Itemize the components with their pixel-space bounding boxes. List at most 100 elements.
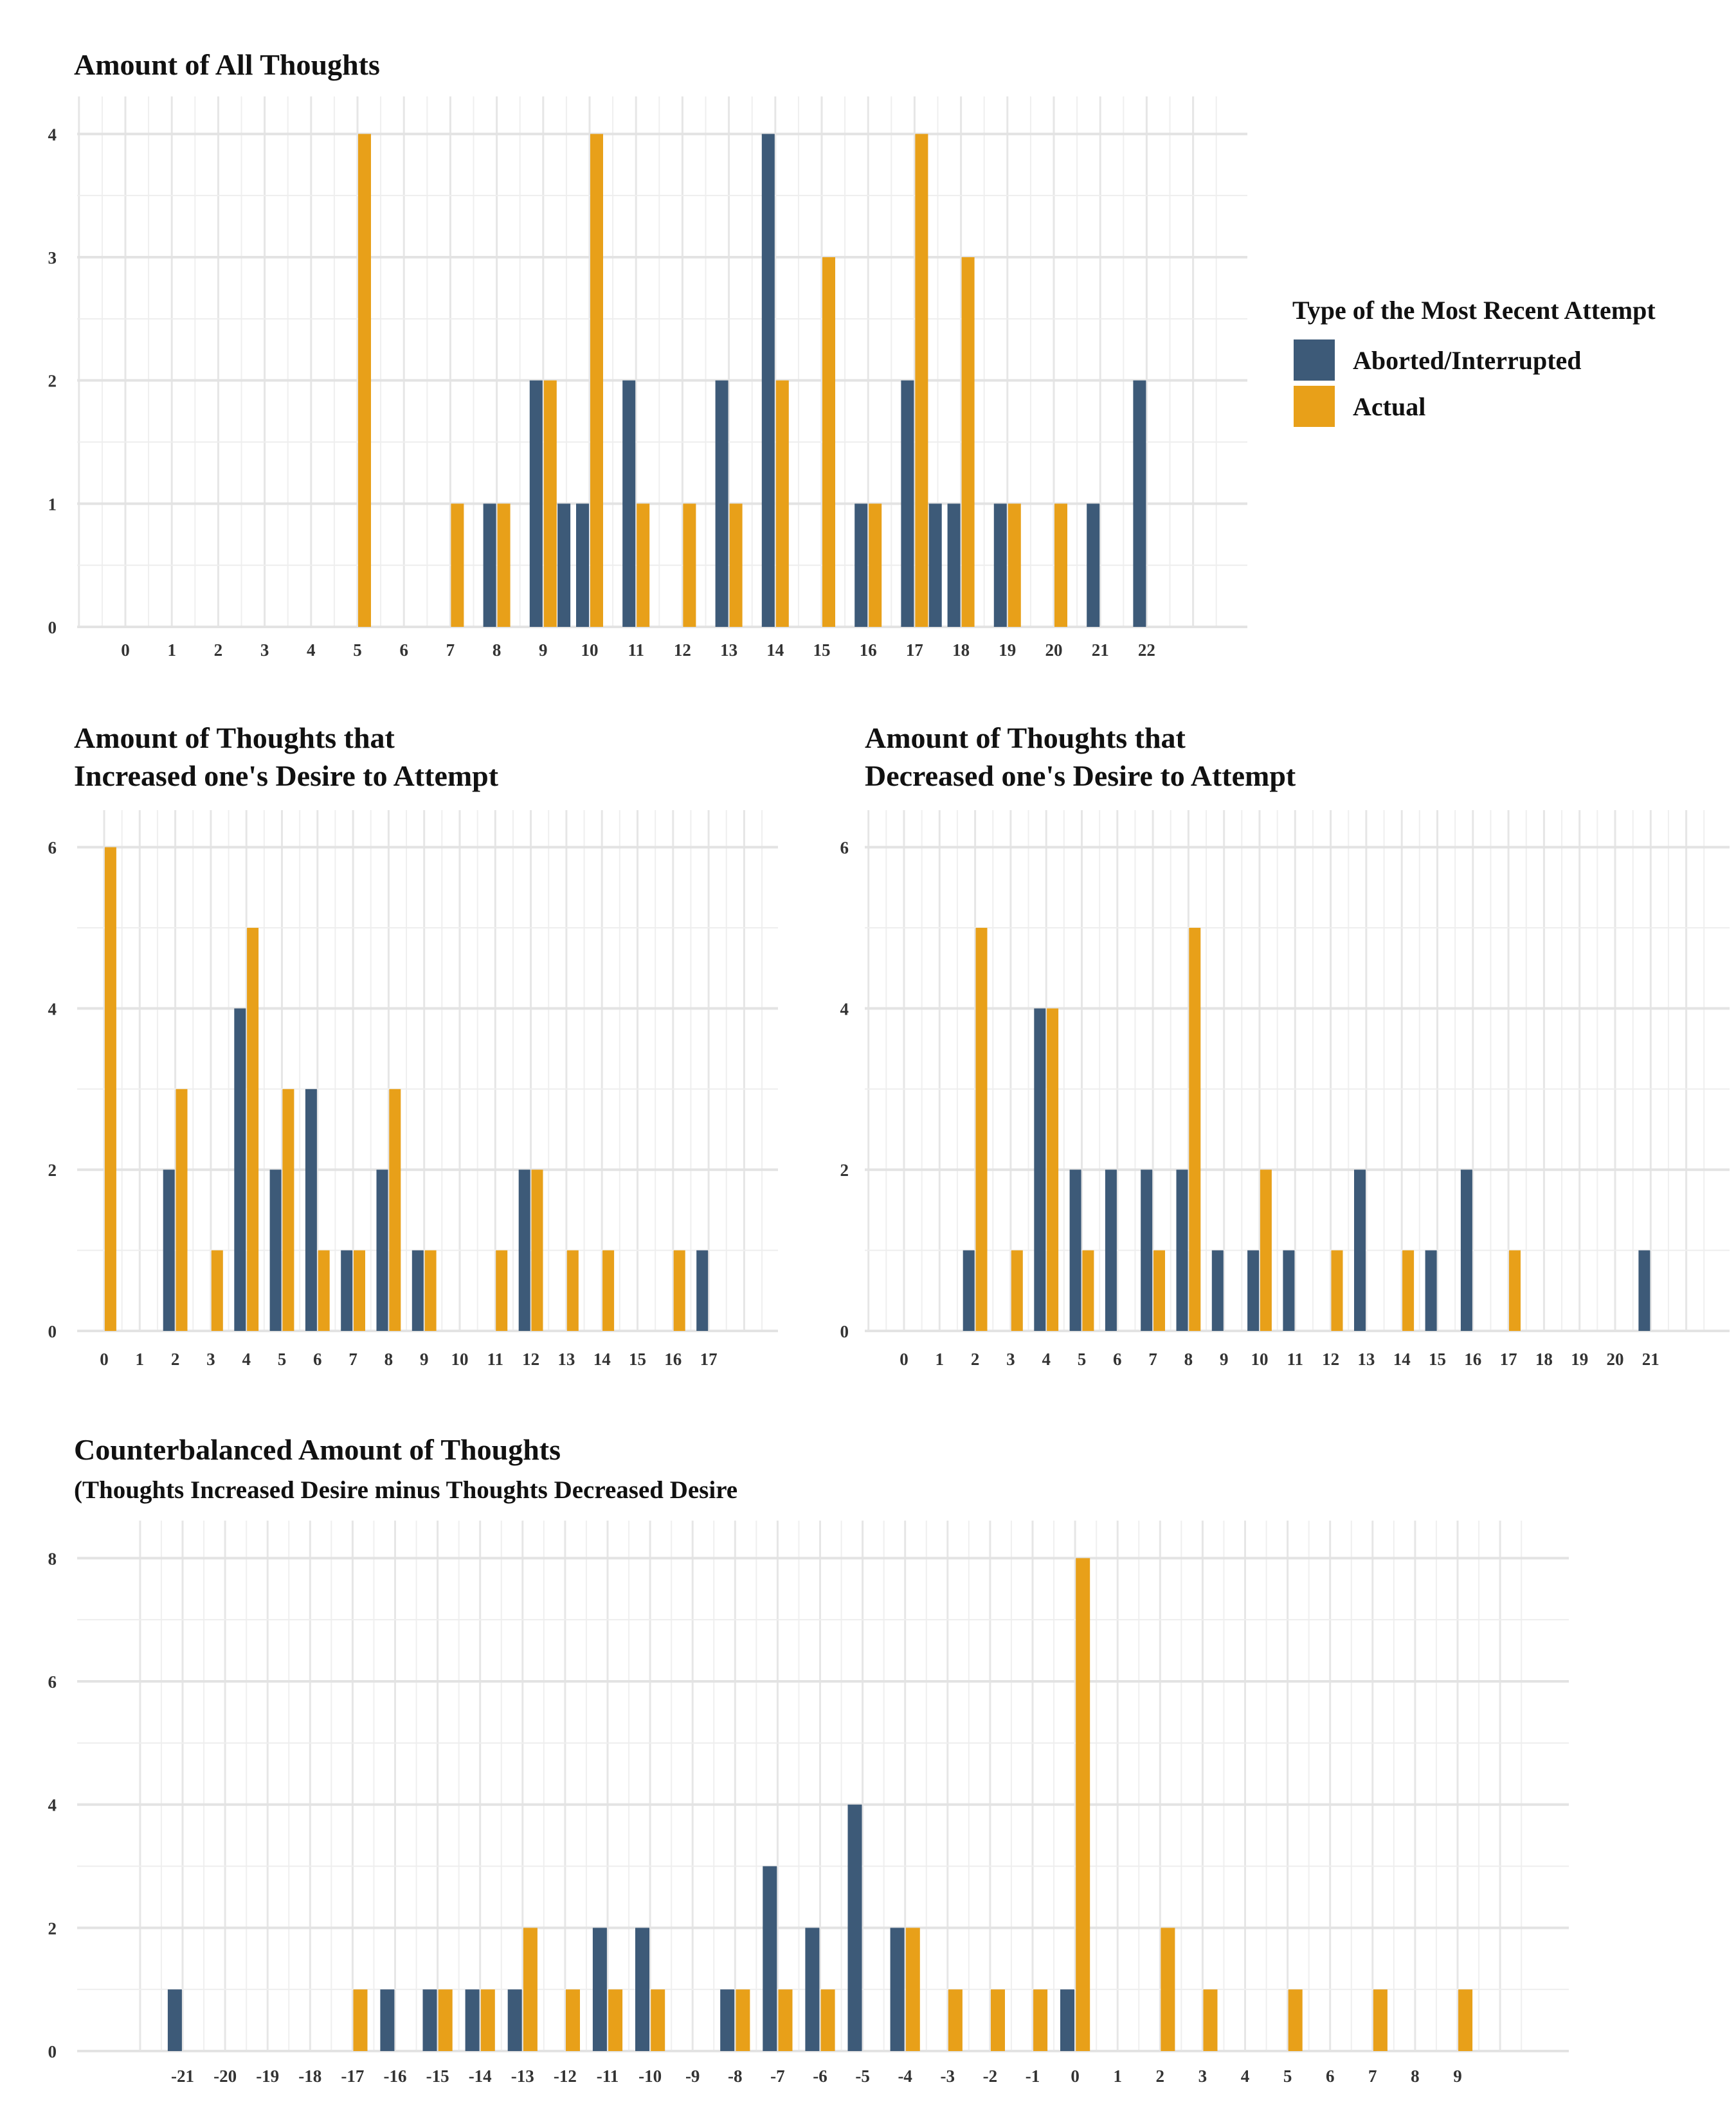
x-tick-label: 3 <box>1006 1350 1015 1369</box>
bar-actual <box>1189 928 1201 1331</box>
x-tick-label: 2 <box>971 1350 980 1369</box>
y-tick-label: 2 <box>48 1161 57 1180</box>
legend-swatch-actual <box>1294 386 1335 427</box>
bar-actual <box>282 1089 294 1331</box>
bar-aborted <box>1087 503 1100 627</box>
y-tick-label: 6 <box>48 838 57 858</box>
bar-actual <box>820 1989 835 2051</box>
bar-aborted <box>422 1989 437 2051</box>
y-tick-label: 0 <box>48 618 57 637</box>
x-tick-label: 9 <box>420 1350 429 1369</box>
bar-aborted <box>993 503 1007 627</box>
bar-actual <box>991 1989 1005 2051</box>
bar-aborted <box>483 503 496 627</box>
bar-aborted <box>1247 1250 1260 1331</box>
x-tick-label: 10 <box>451 1350 469 1369</box>
bar-actual <box>1509 1250 1521 1331</box>
bar-aborted <box>1354 1170 1366 1331</box>
y-tick-label: 4 <box>48 1796 57 1815</box>
x-tick-label: 11 <box>487 1350 504 1369</box>
x-tick-label: 6 <box>1326 2066 1335 2086</box>
x-tick-label: 6 <box>1113 1350 1122 1369</box>
x-tick-label: 13 <box>557 1350 575 1369</box>
bar-actual <box>608 1989 623 2051</box>
bar-aborted <box>507 1989 522 2051</box>
x-tick-label: 0 <box>900 1350 909 1369</box>
x-tick-label: 19 <box>999 640 1016 660</box>
x-tick-label: 12 <box>674 640 691 660</box>
x-tick-label: 8 <box>1184 1350 1193 1369</box>
x-tick-label: 4 <box>307 640 316 660</box>
legend-label-actual: Actual <box>1353 392 1425 421</box>
y-tick-label: 4 <box>840 999 849 1018</box>
x-tick-label: 3 <box>260 640 269 660</box>
x-tick-label: 8 <box>1411 2066 1420 2086</box>
bar-aborted <box>576 503 589 627</box>
x-tick-label: -20 <box>213 2066 237 2086</box>
legend-swatch-aborted <box>1294 339 1335 381</box>
x-tick-label: 0 <box>121 640 130 660</box>
bar-aborted <box>1141 1170 1153 1331</box>
chart-decreased-desire: Amount of Thoughts that Decreased one's D… <box>840 721 1730 1369</box>
bar-actual <box>775 380 789 627</box>
bar-aborted <box>411 1250 424 1331</box>
bar-actual <box>1082 1250 1094 1331</box>
bar-aborted <box>1211 1250 1224 1331</box>
y-tick-label: 6 <box>840 838 849 858</box>
x-tick-label: -19 <box>256 2066 279 2086</box>
y-tick-label: 8 <box>48 1549 57 1568</box>
bar-aborted <box>720 1989 735 2051</box>
x-tick-label: -6 <box>813 2066 827 2086</box>
x-tick-label: 4 <box>1241 2066 1250 2086</box>
x-tick-label: 18 <box>1535 1350 1553 1369</box>
x-tick-label: 16 <box>860 640 877 660</box>
bar-aborted <box>1034 1008 1046 1331</box>
bar-actual <box>729 503 743 627</box>
bar-aborted <box>805 1928 820 2051</box>
x-tick-label: 6 <box>313 1350 322 1369</box>
x-tick-label: 2 <box>214 640 223 660</box>
x-tick-label: 16 <box>1464 1350 1481 1369</box>
bar-actual <box>1008 503 1021 627</box>
x-tick-label: 13 <box>1357 1350 1375 1369</box>
bar-aborted <box>622 380 636 627</box>
y-tick-label: 4 <box>48 999 57 1018</box>
x-tick-label: -13 <box>511 2066 534 2086</box>
x-tick-label: 11 <box>1287 1350 1304 1369</box>
bar-actual <box>673 1250 685 1331</box>
bar-aborted <box>234 1008 246 1331</box>
x-tick-label: 0 <box>100 1350 109 1369</box>
bar-actual <box>451 503 464 627</box>
x-tick-label: -12 <box>554 2066 577 2086</box>
bar-actual <box>961 257 975 627</box>
bar-actual <box>602 1250 615 1331</box>
bar-aborted <box>847 1804 862 2051</box>
bar-actual <box>496 1250 508 1331</box>
x-tick-label: 4 <box>242 1350 251 1369</box>
x-tick-label: 9 <box>1220 1350 1229 1369</box>
x-tick-label: 6 <box>399 640 408 660</box>
bar-aborted <box>928 503 942 627</box>
bar-actual <box>1373 1989 1388 2051</box>
bar-aborted <box>1069 1170 1081 1331</box>
y-tick-label: 4 <box>48 125 57 144</box>
x-tick-label: 22 <box>1138 640 1155 660</box>
x-tick-label: 14 <box>766 640 784 660</box>
x-tick-label: -18 <box>298 2066 321 2086</box>
x-tick-label: -21 <box>171 2066 194 2086</box>
bar-aborted <box>901 380 914 627</box>
x-tick-label: -1 <box>1026 2066 1040 2086</box>
x-tick-label: 16 <box>664 1350 682 1369</box>
x-tick-label: 2 <box>1156 2066 1165 2086</box>
bar-aborted <box>518 1170 530 1331</box>
bar-actual <box>651 1989 665 2051</box>
bar-actual <box>1288 1989 1303 2051</box>
bar-actual <box>1076 1558 1090 2051</box>
x-tick-label: 20 <box>1607 1350 1624 1369</box>
bar-actual <box>438 1989 453 2051</box>
bar-aborted <box>1460 1170 1472 1331</box>
x-tick-label: -15 <box>426 2066 449 2086</box>
x-tick-label: 10 <box>1251 1350 1269 1369</box>
bar-aborted <box>529 380 543 627</box>
